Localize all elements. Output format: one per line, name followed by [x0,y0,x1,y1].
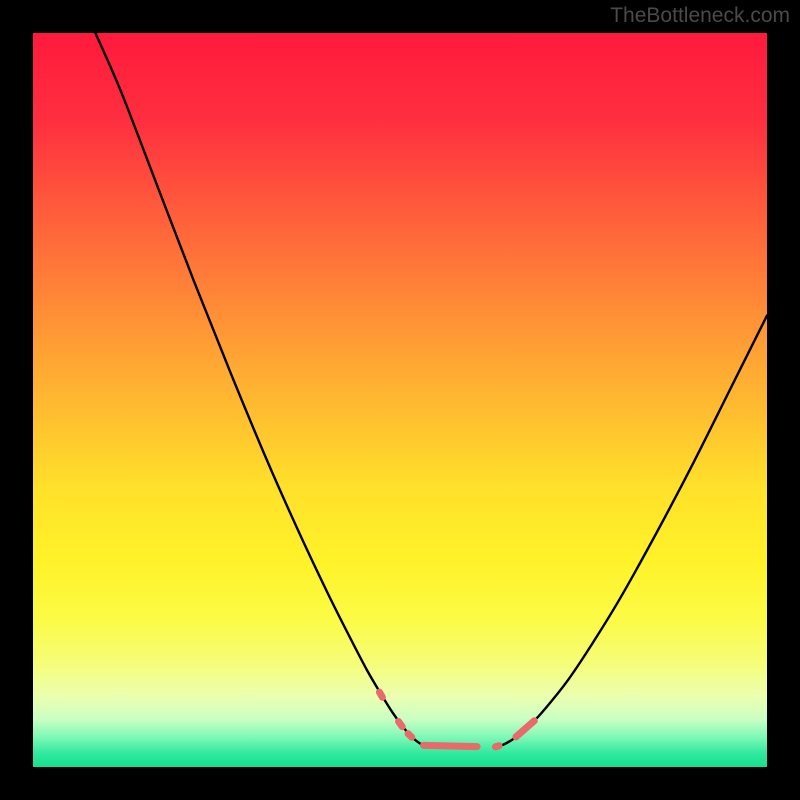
chart-container: TheBottleneck.com [0,0,800,800]
marker-segment [495,746,499,747]
marker-segment [423,745,477,746]
marker-segment [379,692,382,697]
plot-background [33,33,767,767]
marker-segment [399,721,403,726]
plot-svg [0,0,800,800]
marker-segment [408,734,412,738]
watermark-text: TheBottleneck.com [610,4,790,28]
